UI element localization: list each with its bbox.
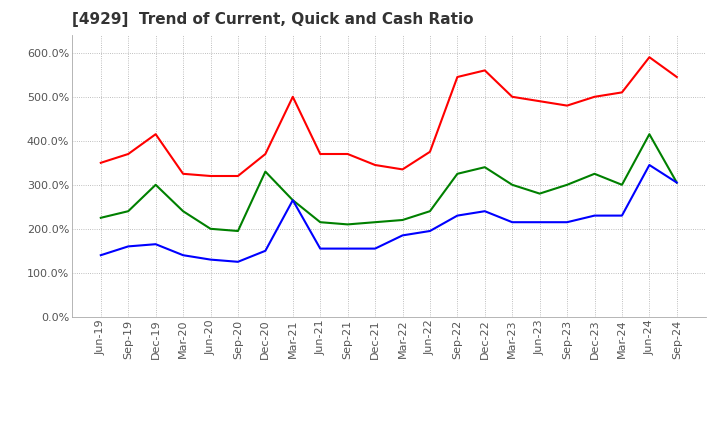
Quick Ratio (233, 228, 242, 234)
Cash Ratio (536, 220, 544, 225)
Quick Ratio (536, 191, 544, 196)
Cash Ratio (453, 213, 462, 218)
Quick Ratio (206, 226, 215, 231)
Current Ratio (316, 151, 325, 157)
Current Ratio (426, 149, 434, 154)
Current Ratio (398, 167, 407, 172)
Current Ratio (343, 151, 352, 157)
Current Ratio (536, 99, 544, 104)
Current Ratio (645, 55, 654, 60)
Cash Ratio (426, 228, 434, 234)
Line: Cash Ratio: Cash Ratio (101, 165, 677, 262)
Current Ratio (206, 173, 215, 179)
Current Ratio (261, 151, 270, 157)
Line: Current Ratio: Current Ratio (101, 57, 677, 176)
Quick Ratio (453, 171, 462, 176)
Cash Ratio (618, 213, 626, 218)
Quick Ratio (618, 182, 626, 187)
Current Ratio (179, 171, 187, 176)
Cash Ratio (645, 162, 654, 168)
Quick Ratio (672, 180, 681, 185)
Quick Ratio (590, 171, 599, 176)
Quick Ratio (508, 182, 516, 187)
Quick Ratio (261, 169, 270, 174)
Quick Ratio (645, 132, 654, 137)
Cash Ratio (206, 257, 215, 262)
Cash Ratio (563, 220, 572, 225)
Cash Ratio (590, 213, 599, 218)
Cash Ratio (289, 198, 297, 203)
Current Ratio (96, 160, 105, 165)
Quick Ratio (563, 182, 572, 187)
Current Ratio (124, 151, 132, 157)
Cash Ratio (261, 248, 270, 253)
Quick Ratio (480, 165, 489, 170)
Quick Ratio (179, 209, 187, 214)
Quick Ratio (96, 215, 105, 220)
Quick Ratio (426, 209, 434, 214)
Current Ratio (590, 94, 599, 99)
Cash Ratio (398, 233, 407, 238)
Cash Ratio (151, 242, 160, 247)
Cash Ratio (179, 253, 187, 258)
Cash Ratio (96, 253, 105, 258)
Cash Ratio (508, 220, 516, 225)
Quick Ratio (343, 222, 352, 227)
Current Ratio (508, 94, 516, 99)
Line: Quick Ratio: Quick Ratio (101, 134, 677, 231)
Cash Ratio (343, 246, 352, 251)
Current Ratio (151, 132, 160, 137)
Cash Ratio (480, 209, 489, 214)
Quick Ratio (398, 217, 407, 223)
Current Ratio (289, 94, 297, 99)
Quick Ratio (151, 182, 160, 187)
Current Ratio (480, 68, 489, 73)
Cash Ratio (124, 244, 132, 249)
Cash Ratio (672, 180, 681, 185)
Text: [4929]  Trend of Current, Quick and Cash Ratio: [4929] Trend of Current, Quick and Cash … (72, 12, 474, 27)
Cash Ratio (371, 246, 379, 251)
Quick Ratio (124, 209, 132, 214)
Quick Ratio (371, 220, 379, 225)
Current Ratio (371, 162, 379, 168)
Cash Ratio (316, 246, 325, 251)
Quick Ratio (289, 198, 297, 203)
Current Ratio (233, 173, 242, 179)
Current Ratio (563, 103, 572, 108)
Current Ratio (453, 74, 462, 80)
Quick Ratio (316, 220, 325, 225)
Current Ratio (672, 74, 681, 80)
Cash Ratio (233, 259, 242, 264)
Current Ratio (618, 90, 626, 95)
